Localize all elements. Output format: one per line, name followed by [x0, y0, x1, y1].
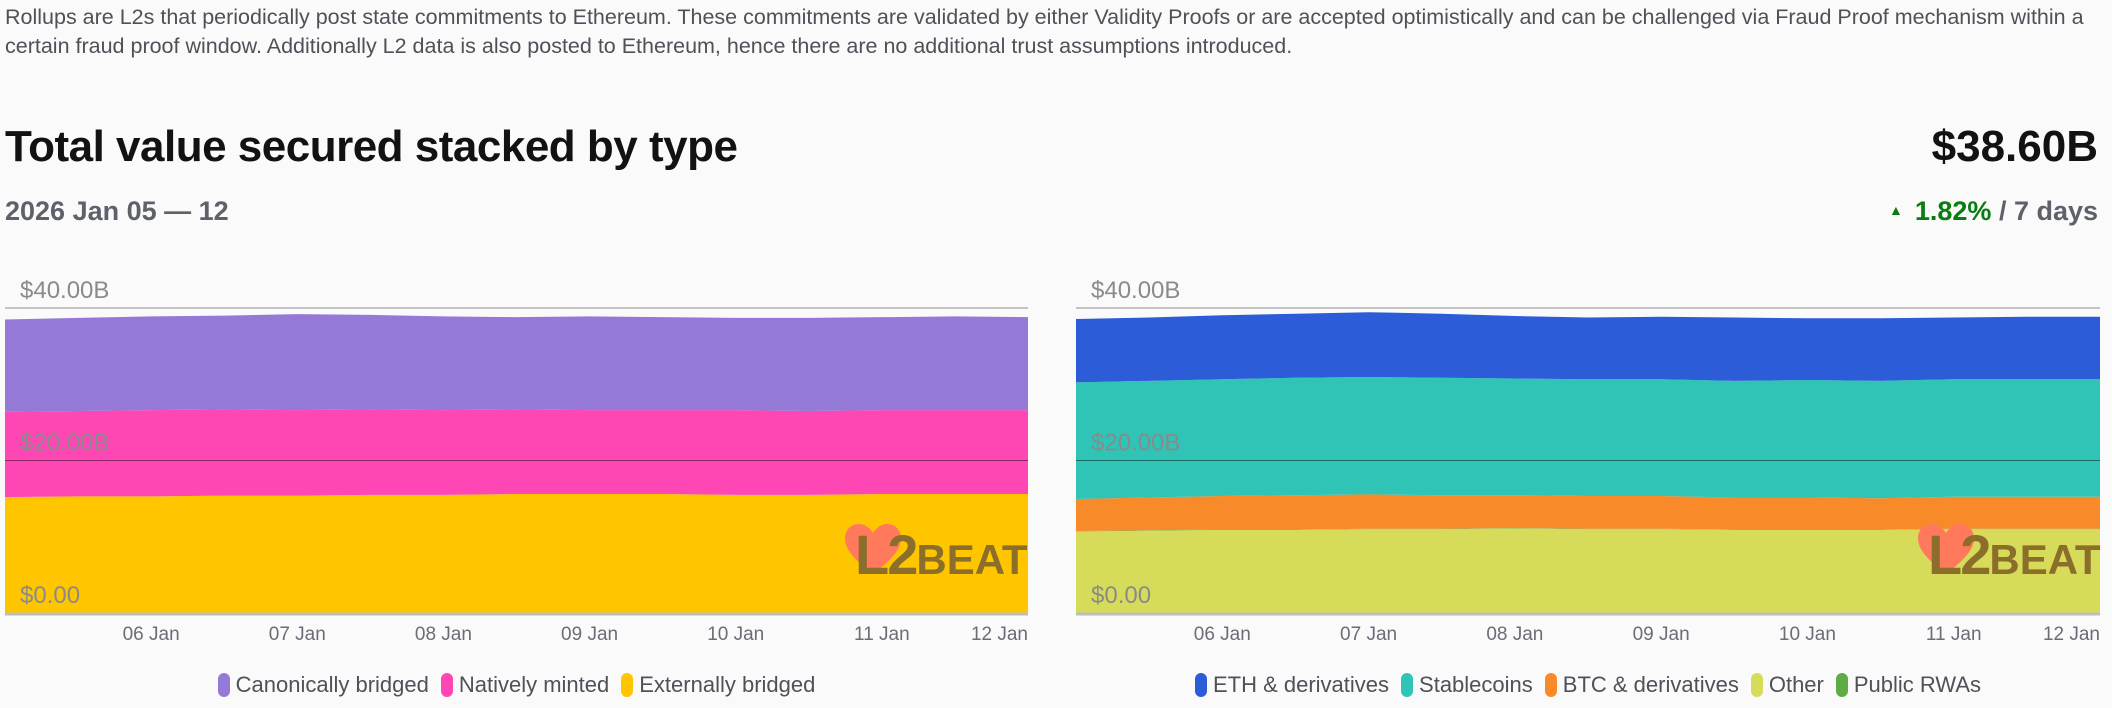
chart-title: Total value secured stacked by type: [5, 122, 738, 171]
l2beat-logo-watermark: L2BEAT: [1918, 520, 2101, 590]
legend-label: Other: [1768, 672, 1824, 697]
change-period: / 7 days: [1998, 196, 2098, 226]
y-tick-label: $0.00: [20, 582, 80, 609]
legend-asset-type: ETH & derivatives Stablecoins BTC & deriva…: [1076, 672, 2100, 698]
legend-label: Externally bridged: [639, 672, 816, 697]
section-description: Rollups are L2s that periodically post s…: [5, 5, 2084, 58]
legend-item-stablecoins[interactable]: Stablecoins: [1401, 672, 1533, 698]
y-tick-label: $40.00B: [1091, 277, 1180, 304]
chart-by-bridge-type[interactable]: $0.00 $20.00B $40.00B 06 Jan 07 Jan 08 Jan 09 …: [5, 270, 1028, 660]
legend-label: ETH & derivatives: [1212, 672, 1390, 697]
area-btc-derivatives: [1076, 494, 2100, 532]
x-tick-label: 10 Jan: [707, 624, 764, 645]
legend-item-eth-derivatives[interactable]: ETH & derivatives: [1194, 672, 1390, 698]
legend-label: Public RWAs: [1853, 672, 1982, 697]
legend-swatch: [1401, 673, 1414, 697]
triangle-up-icon: ▲: [1889, 202, 1903, 218]
legend-swatch: [217, 673, 230, 697]
l2beat-logo-watermark: L2BEAT: [845, 520, 1028, 590]
x-tick-label: 07 Jan: [1340, 624, 1397, 645]
legend-item-canonically-bridged[interactable]: Canonically bridged: [217, 672, 429, 698]
date-range: 2026 Jan 05 — 12: [5, 196, 229, 226]
heart-icon: [1918, 524, 1974, 574]
x-tick-label: 06 Jan: [123, 624, 180, 645]
y-tick-label: $40.00B: [20, 277, 109, 304]
x-tick-label: 09 Jan: [1633, 624, 1690, 645]
legend-item-natively-minted[interactable]: Natively minted: [440, 672, 610, 698]
change-indicator: ▲ 1.82% / 7 days: [1889, 196, 2098, 227]
change-percent: 1.82%: [1914, 196, 1992, 226]
chart-by-asset-type[interactable]: $0.00 $20.00B $40.00B 06 Jan 07 Jan 08 Jan 09 …: [1076, 270, 2100, 660]
x-tick-label: 10 Jan: [1779, 624, 1836, 645]
legend-label: Canonically bridged: [235, 672, 429, 697]
x-tick-label: 11 Jan: [1926, 624, 1982, 645]
area-canonically-bridged: [5, 314, 1028, 412]
legend-swatch: [1194, 673, 1207, 697]
area-externally-bridged: [5, 494, 1028, 613]
area-other: [1076, 528, 2100, 613]
legend-label: Natively minted: [458, 672, 610, 697]
total-value: $38.60B: [1931, 122, 2098, 171]
legend-swatch: [1750, 673, 1763, 697]
x-tick-label: 07 Jan: [269, 624, 326, 645]
heart-icon: [845, 524, 901, 574]
legend-label: Stablecoins: [1419, 672, 1533, 697]
x-tick-label: 11 Jan: [854, 624, 910, 645]
chart-svg: $0.00 $20.00B $40.00B 06 Jan 07 Jan 08 Jan 09 …: [5, 277, 1028, 645]
x-tick-label: 06 Jan: [1194, 624, 1251, 645]
legend-item-public-rwas[interactable]: Public RWAs: [1835, 672, 1982, 698]
area-eth-derivatives: [1076, 312, 2100, 383]
legend-item-btc-derivatives[interactable]: BTC & derivatives: [1544, 672, 1739, 698]
y-tick-label: $20.00B: [20, 430, 109, 457]
legend-item-externally-bridged[interactable]: Externally bridged: [621, 672, 815, 698]
chart-svg: $0.00 $20.00B $40.00B 06 Jan 07 Jan 08 Jan 09 …: [1076, 277, 2100, 645]
legend-item-other[interactable]: Other: [1750, 672, 1824, 698]
legend-bridge-type: Canonically bridged Natively minted Extern…: [5, 672, 1028, 698]
legend-swatch: [1544, 673, 1557, 697]
legend-swatch: [621, 673, 634, 697]
legend-swatch: [440, 673, 453, 697]
area-stablecoins: [1076, 377, 2100, 500]
legend-swatch: [1835, 673, 1848, 697]
y-tick-label: $20.00B: [1091, 430, 1180, 457]
x-tick-label: 08 Jan: [415, 624, 472, 645]
x-tick-label: 12 Jan: [971, 624, 1028, 645]
legend-label: BTC & derivatives: [1562, 672, 1739, 697]
area-public-rwas: [1076, 527, 2100, 532]
area-natively-minted: [5, 409, 1028, 498]
x-tick-label: 08 Jan: [1486, 624, 1543, 645]
x-tick-label: 09 Jan: [561, 624, 618, 645]
y-tick-label: $0.00: [1091, 582, 1151, 609]
x-tick-label: 12 Jan: [2043, 624, 2100, 645]
